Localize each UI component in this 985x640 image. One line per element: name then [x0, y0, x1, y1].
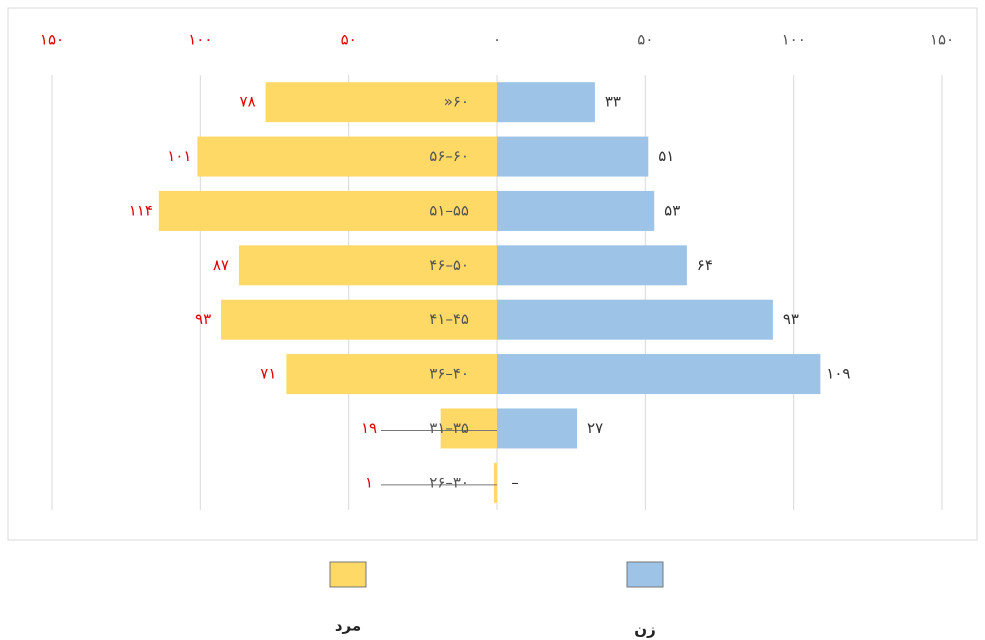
category-label: ۴۱–۴۵	[429, 310, 469, 328]
value-label: ۶۴	[697, 256, 713, 274]
bar	[497, 82, 595, 123]
value-label: ۱۹	[361, 419, 377, 437]
bar	[158, 190, 498, 231]
x-tick-label: ۱۵۰	[930, 31, 954, 49]
value-label: ۹۳	[195, 310, 211, 328]
value-label: ۱۰۱	[167, 147, 191, 165]
value-label: –	[511, 473, 519, 491]
value-label: ۷۸	[240, 93, 256, 111]
category-label: ۲۶–۳۰	[429, 473, 469, 491]
bar	[197, 136, 497, 177]
value-label: ۸۷	[213, 256, 229, 274]
bar	[440, 408, 497, 449]
x-tick-label: ۵۰	[341, 31, 357, 49]
category-label: ۳۶–۴۰	[429, 365, 469, 383]
x-tick-label: ۱۰۰	[782, 31, 806, 49]
value-label: ۲۷	[587, 419, 603, 437]
value-label: ۱۰۹	[826, 365, 850, 383]
legend-label: زن	[634, 621, 655, 639]
value-label: ۹۳	[783, 310, 799, 328]
bar	[286, 354, 497, 395]
value-label: ۳۳	[605, 93, 621, 111]
legend-swatch	[626, 561, 664, 588]
bar	[497, 408, 578, 449]
bar	[497, 136, 649, 177]
value-label: ۱	[365, 473, 373, 491]
value-label: ۵۱	[658, 147, 674, 165]
bar	[497, 299, 773, 340]
bar	[238, 245, 497, 286]
category-label: »۶۰	[444, 93, 469, 111]
legend-swatch	[329, 561, 367, 588]
bar	[497, 190, 655, 231]
category-label: ۳۱–۳۵	[429, 419, 469, 437]
x-tick-label: ۰	[493, 31, 501, 49]
x-tick-label: ۱۰۰	[188, 31, 212, 49]
bar	[497, 245, 687, 286]
x-tick-label: ۱۵۰	[40, 31, 64, 49]
bar	[265, 82, 497, 123]
category-label: ۵۶–۶۰	[429, 147, 469, 165]
value-label: ۱۱۴	[129, 201, 153, 219]
value-label: ۵۳	[664, 201, 680, 219]
bar	[494, 462, 497, 503]
x-tick-label: ۵۰	[637, 31, 653, 49]
category-label: ۴۶–۵۰	[429, 256, 469, 274]
category-label: ۵۱–۵۵	[429, 201, 469, 219]
bar	[497, 354, 821, 395]
legend-label: مرد	[335, 617, 361, 635]
bar	[221, 299, 497, 340]
value-label: ۷۱	[260, 365, 276, 383]
